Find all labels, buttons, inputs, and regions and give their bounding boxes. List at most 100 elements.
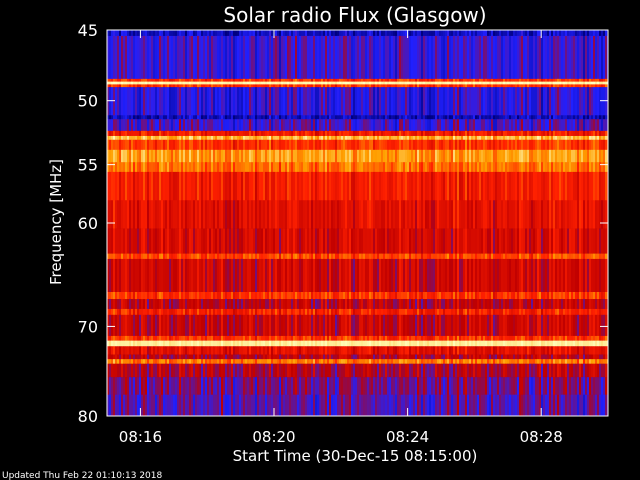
heatmap-cell	[259, 35, 262, 80]
heatmap-cell	[333, 253, 336, 260]
heatmap-cell	[497, 162, 500, 173]
heatmap-cell	[409, 78, 412, 82]
heatmap-cell	[309, 171, 312, 201]
heatmap-cell	[389, 30, 392, 37]
heatmap-cell	[141, 81, 144, 85]
heatmap-cell	[503, 115, 506, 120]
heatmap-cell	[563, 139, 566, 151]
heatmap-cell	[359, 87, 362, 116]
heatmap-cell	[531, 30, 534, 37]
heatmap-cell	[227, 258, 230, 293]
heatmap-cell	[479, 139, 482, 151]
heatmap-cell	[503, 171, 506, 201]
heatmap-cell	[371, 200, 374, 229]
heatmap-cell	[275, 162, 278, 173]
heatmap-cell	[285, 200, 288, 229]
heatmap-cell	[547, 292, 550, 300]
heatmap-cell	[529, 253, 532, 260]
heatmap-cell	[165, 35, 168, 80]
heatmap-cell	[473, 78, 476, 82]
heatmap-cell	[373, 171, 376, 201]
heatmap-cell	[517, 119, 520, 132]
heatmap-cell	[527, 35, 530, 80]
heatmap-cell	[485, 228, 488, 254]
heatmap-cell	[167, 115, 170, 120]
heatmap-cell	[581, 162, 584, 173]
heatmap-cell	[485, 253, 488, 260]
heatmap-cell	[241, 115, 244, 120]
heatmap-cell	[397, 200, 400, 229]
heatmap-cell	[231, 84, 234, 88]
heatmap-cell	[243, 139, 246, 151]
heatmap-cell	[509, 87, 512, 116]
heatmap-cell	[451, 115, 454, 120]
heatmap-cell	[411, 78, 414, 82]
heatmap-cell	[591, 139, 594, 151]
heatmap-cell	[161, 149, 164, 163]
heatmap-cell	[205, 81, 208, 85]
heatmap-cell	[533, 139, 536, 151]
heatmap-cell	[397, 135, 400, 141]
heatmap-cell	[469, 115, 472, 120]
heatmap-cell	[247, 149, 250, 163]
heatmap-cell	[207, 84, 210, 88]
heatmap-cell	[485, 87, 488, 116]
heatmap-cell	[115, 84, 118, 88]
heatmap-cell	[533, 87, 536, 116]
heatmap-cell	[397, 139, 400, 151]
heatmap-cell	[551, 35, 554, 80]
heatmap-cell	[285, 253, 288, 260]
heatmap-cell	[569, 292, 572, 300]
heatmap-cell	[445, 30, 448, 37]
heatmap-cell	[537, 149, 540, 163]
heatmap-cell	[519, 253, 522, 260]
heatmap-cell	[249, 292, 252, 300]
heatmap-cell	[493, 139, 496, 151]
heatmap-cell	[449, 149, 452, 163]
heatmap-cell	[209, 171, 212, 201]
heatmap-cell	[295, 292, 298, 300]
heatmap-cell	[545, 139, 548, 151]
heatmap-cell	[281, 171, 284, 201]
heatmap-cell	[353, 81, 356, 85]
heatmap-cell	[493, 162, 496, 173]
heatmap-cell	[569, 87, 572, 116]
heatmap-cell	[487, 115, 490, 120]
heatmap-cell	[603, 258, 606, 293]
heatmap-cell	[429, 135, 432, 141]
heatmap-cell	[373, 115, 376, 120]
heatmap-cell	[451, 162, 454, 173]
heatmap-cell	[385, 162, 388, 173]
heatmap-cell	[479, 171, 482, 201]
heatmap-cell	[477, 84, 480, 88]
heatmap-cell	[509, 81, 512, 85]
heatmap-cell	[441, 299, 444, 310]
heatmap-cell	[557, 115, 560, 120]
heatmap-cell	[533, 84, 536, 88]
heatmap-cell	[155, 119, 158, 132]
heatmap-cell	[143, 200, 146, 229]
heatmap-cell	[481, 115, 484, 120]
heatmap-cell	[149, 200, 152, 229]
heatmap-cell	[143, 87, 146, 116]
heatmap-cell	[257, 258, 260, 293]
heatmap-cell	[139, 130, 142, 137]
heatmap-cell	[277, 292, 280, 300]
heatmap-cell	[495, 139, 498, 151]
heatmap-cell	[243, 35, 246, 80]
heatmap-cell	[343, 130, 346, 137]
heatmap-cell	[421, 35, 424, 80]
heatmap-cell	[239, 299, 242, 310]
heatmap-cell	[425, 292, 428, 300]
heatmap-cell	[541, 228, 544, 254]
heatmap-cell	[219, 200, 222, 229]
heatmap-cell	[417, 292, 420, 300]
heatmap-cell	[457, 292, 460, 300]
heatmap-cell	[567, 30, 570, 37]
heatmap-cell	[425, 119, 428, 132]
heatmap-cell	[589, 135, 592, 141]
heatmap-cell	[261, 130, 264, 137]
heatmap-cell	[109, 299, 112, 310]
heatmap-cell	[511, 258, 514, 293]
heatmap-cell	[509, 171, 512, 201]
